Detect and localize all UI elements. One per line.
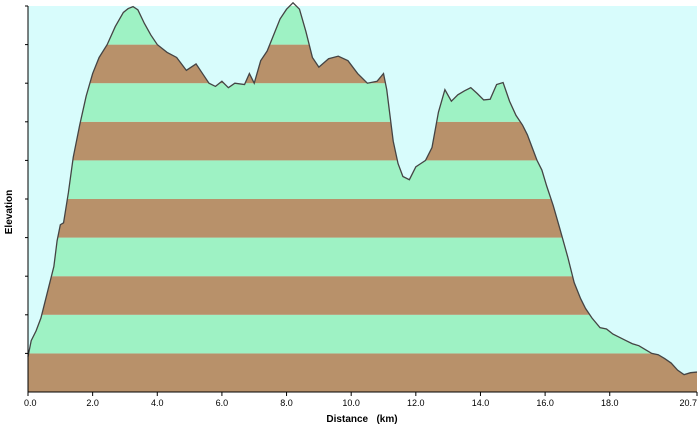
x-tick-labels: 0.0 2.0 4.0 6.0 8.0 10.0 12.0 14.0 16.0 18.0 20.7 bbox=[24, 398, 697, 408]
axes bbox=[25, 5, 698, 396]
x-tick-label: 4.0 bbox=[151, 398, 164, 408]
x-tick-label: 10.0 bbox=[342, 398, 360, 408]
x-tick-label: 2.0 bbox=[86, 398, 99, 408]
elevation-band bbox=[28, 353, 697, 392]
x-tick-label: 6.0 bbox=[216, 398, 229, 408]
x-tick-label: 18.0 bbox=[601, 398, 619, 408]
x-tick-label: 12.0 bbox=[407, 398, 425, 408]
x-tick-label: 0.0 bbox=[24, 398, 37, 408]
x-tick-label: 8.0 bbox=[280, 398, 293, 408]
elevation-band bbox=[28, 314, 697, 354]
profile-line bbox=[27, 1, 698, 376]
y-axis-title: Elevation bbox=[4, 190, 15, 234]
x-tick-label: 14.0 bbox=[472, 398, 490, 408]
x-tick-label: 20.7 bbox=[679, 398, 697, 408]
x-axis-title: Distance (km) bbox=[326, 414, 397, 425]
x-tick-label: 16.0 bbox=[536, 398, 554, 408]
